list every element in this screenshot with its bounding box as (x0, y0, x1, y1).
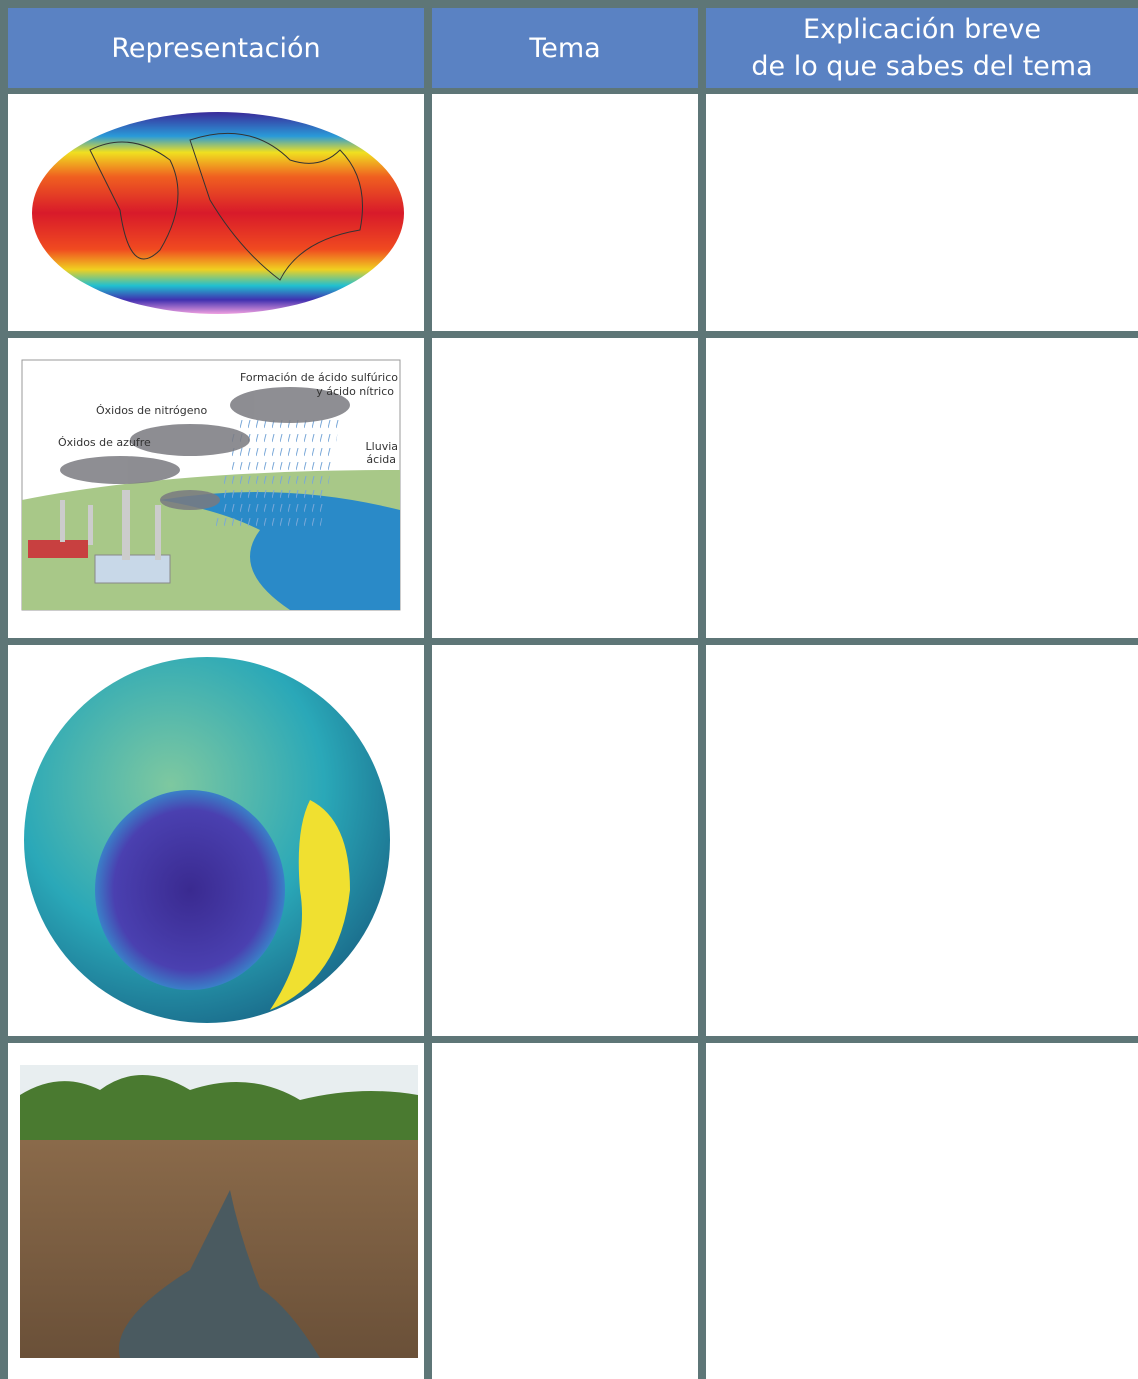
temperature-map (32, 112, 404, 314)
table-cell (706, 645, 1138, 1036)
table-cell (432, 645, 698, 1036)
header-text: Representación (111, 32, 321, 64)
deforestation-photo (20, 1065, 418, 1358)
header-cell: Tema (432, 8, 698, 88)
header-cell: Representación (8, 8, 424, 88)
diagram-label: ácida (366, 453, 396, 466)
header-text: de lo que sabes del tema (751, 51, 1093, 82)
table-cell (432, 94, 698, 331)
diagram-label: Óxidos de azufre (58, 436, 151, 449)
table-cell (706, 94, 1138, 331)
diagram-label: Lluvia (366, 440, 398, 453)
diagram-label: Óxidos de nitrógeno (96, 404, 207, 417)
table-cell (432, 338, 698, 638)
table-cell (706, 1043, 1138, 1379)
diagram-label: y ácido nítrico (316, 385, 394, 398)
table-cell (432, 1043, 698, 1379)
header-text: Explicación breve (803, 14, 1041, 45)
diagram-label: Formación de ácido sulfúrico (240, 371, 398, 384)
table-cell (706, 338, 1138, 638)
header-cell: Explicación breve de lo que sabes del tem… (706, 8, 1138, 88)
acid-rain-diagram: Formación de ácido sulfúrico y ácido nít… (21, 359, 401, 611)
header-text: Tema (529, 32, 601, 64)
ozone-globe (24, 657, 390, 1023)
